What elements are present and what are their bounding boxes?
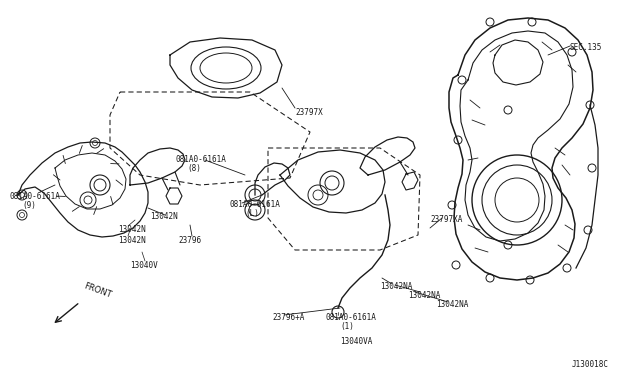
Text: 13040VA: 13040VA	[340, 337, 372, 346]
Text: J130018C: J130018C	[572, 360, 609, 369]
Text: 13042N: 13042N	[118, 236, 146, 245]
Text: 23796: 23796	[178, 236, 201, 245]
Text: 081A0-6161A: 081A0-6161A	[230, 200, 281, 209]
Text: 23797X: 23797X	[295, 108, 323, 117]
Text: 23796+A: 23796+A	[272, 313, 305, 322]
Text: 13042NA: 13042NA	[380, 282, 412, 291]
Text: 081A0-6161A: 081A0-6161A	[10, 192, 61, 201]
Text: 13042NA: 13042NA	[408, 291, 440, 300]
Text: 081A0-6161A: 081A0-6161A	[325, 313, 376, 322]
Text: 13042N: 13042N	[150, 212, 178, 221]
Text: 13040V: 13040V	[130, 261, 157, 270]
Text: 13042N: 13042N	[118, 225, 146, 234]
Text: (8): (8)	[187, 164, 201, 173]
Text: 081A0-6161A: 081A0-6161A	[175, 155, 226, 164]
Text: 23797XA: 23797XA	[430, 215, 462, 224]
Text: (L): (L)	[245, 209, 259, 218]
Text: FRONT: FRONT	[82, 282, 112, 300]
Text: (9): (9)	[22, 201, 36, 210]
Text: (1): (1)	[340, 322, 354, 331]
Text: SEC.135: SEC.135	[570, 43, 602, 52]
Text: 13042NA: 13042NA	[436, 300, 468, 309]
